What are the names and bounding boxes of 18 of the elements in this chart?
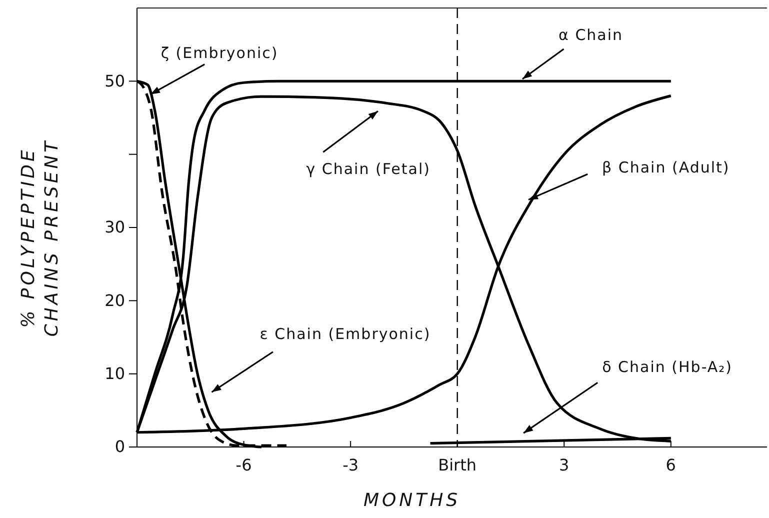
y-axis-title: % POLYPEPTIDE CHAINS PRESENT xyxy=(18,138,63,337)
text: ε Chain (Embryonic) xyxy=(260,325,431,344)
text: δ Chain (Hb-A₂) xyxy=(602,358,733,376)
y-tick-label: 20 xyxy=(104,290,125,310)
y-tick-label: 10 xyxy=(104,364,125,383)
y-tick-label: 0 xyxy=(114,437,125,456)
series-label: β Chain (Adult) xyxy=(602,158,730,176)
series-label: γ Chain (Fetal) xyxy=(306,160,430,178)
x-tick-label: -3 xyxy=(342,455,359,474)
x-tick-label: 6 xyxy=(666,455,676,474)
y-tick-label: 30 xyxy=(104,218,125,237)
x-tick-label: Birth xyxy=(438,455,477,474)
text: α Chain xyxy=(558,26,624,44)
x-tick-label: -6 xyxy=(236,455,252,474)
x-axis-title: MONTHS xyxy=(363,490,461,511)
series-label: ζ (Embryonic) xyxy=(160,44,278,62)
x-tick-label: 3 xyxy=(559,455,570,474)
y-tick-label: 50 xyxy=(104,71,125,90)
